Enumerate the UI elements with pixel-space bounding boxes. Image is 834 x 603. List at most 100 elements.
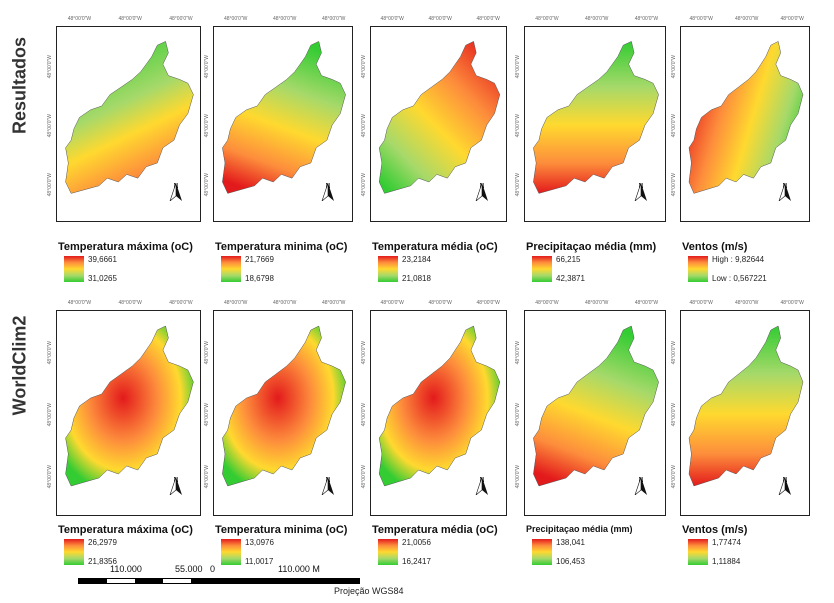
legend-color-ramp [64,256,84,282]
map-panel: N [213,26,353,222]
coordinate-tick-label: 48°00'0"W [671,464,677,488]
legend-high-value: High : 9,82644 [712,255,765,264]
coordinate-tick-label: 48°00'0"W [169,16,193,22]
coordinate-tick-label: 48°00'0"W [204,402,210,427]
legend-title: Temperatura média (oC) [372,241,498,253]
coordinate-tick-label: 48°00'0"W [515,55,521,79]
legend-color-ramp [221,539,241,565]
coordinate-tick-label: 48°00'0"W [204,173,210,197]
legend-high-value: 1,77474 [712,538,741,547]
legend-low-value: 21,8356 [88,557,117,566]
map-panel: N [524,310,666,516]
legend-title: Temperatura máxima (oC) [58,241,193,253]
map-panel: N [56,26,201,222]
study-area-polygon [688,325,804,487]
coordinate-tick-label: 48°00'0"W [47,464,53,488]
coordinate-tick-label: 48°00'0"W [224,300,248,306]
coordinate-tick-label: 48°00'0"W [67,300,92,306]
legend-title: Precipitaçao média (mm) [526,241,657,253]
coordinate-tick-label: 48°00'0"W [671,173,677,197]
legend-low-value: 31,0265 [88,274,117,283]
legend-color-ramp [688,539,708,565]
coordinate-tick-label: 48°00'0"W [47,55,53,79]
row-label: Resultados [9,36,30,135]
study-area-polygon [378,325,501,487]
map-panel: N [370,26,507,222]
legend-low-value: 42,3871 [556,274,585,283]
legend-high-value: 13,0976 [245,538,274,547]
coordinate-tick-label: 48°00'0"W [224,16,248,22]
coordinate-tick-label: 48°00'0"W [361,114,367,138]
coordinate-tick-label: 48°00'0"W [361,340,367,365]
north-arrow-icon: N [168,183,184,209]
legend-color-ramp [64,539,84,565]
coordinate-tick-label: 48°00'0"W [780,300,804,306]
map-panel: N [680,26,810,222]
map-panel: N [213,310,353,516]
region-map [222,41,346,194]
region-map [688,41,804,194]
coordinate-tick-label: 48°00'0"W [535,300,559,306]
coordinate-tick-label: 48°00'0"W [476,16,500,22]
legend-title: Ventos (m/s) [682,524,748,536]
north-arrow-icon: N [633,183,649,209]
coordinate-tick-label: 48°00'0"W [735,300,759,306]
legend-color-ramp [688,256,708,282]
coordinate-tick-label: 48°00'0"W [361,173,367,197]
north-arrow-shape [778,477,791,495]
coordinate-tick-label: 48°00'0"W [47,402,53,427]
study-area-polygon [222,325,346,487]
coordinate-tick-label: 48°00'0"W [671,340,677,365]
coordinate-tick-label: 48°00'0"W [515,114,521,138]
coordinate-tick-label: 48°00'0"W [361,55,367,79]
coordinate-tick-label: 48°00'0"W [735,16,759,22]
region-map [688,325,804,487]
study-area-polygon [65,41,194,194]
legend-high-value: 66,215 [556,255,581,264]
coordinate-tick-label: 48°00'0"W [689,16,713,22]
north-arrow-shape [321,477,334,495]
north-arrow-shape [634,477,647,495]
coordinate-tick-label: 48°00'0"W [322,16,346,22]
legend-color-ramp [378,256,398,282]
legend-color-ramp [532,256,552,282]
legend-high-value: 138,041 [556,538,585,547]
north-arrow-icon: N [320,183,336,209]
map-panel: N [524,26,666,222]
coordinate-tick-label: 48°00'0"W [671,114,677,138]
legend-color-ramp [221,256,241,282]
legend-color-ramp [378,539,398,565]
coordinate-tick-label: 48°00'0"W [428,16,452,22]
north-arrow-icon: N [777,183,793,209]
study-area-polygon [222,41,346,194]
coordinate-tick-label: 48°00'0"W [780,16,804,22]
north-arrow-icon: N [474,477,490,503]
coordinate-tick-label: 48°00'0"W [634,300,659,306]
legend-high-value: 26,2979 [88,538,117,547]
coordinate-tick-label: 48°00'0"W [634,16,659,22]
north-arrow-icon: N [320,477,336,503]
north-arrow-shape [778,183,791,201]
legend-low-value: 1,11884 [712,557,741,566]
coordinate-tick-label: 48°00'0"W [204,55,210,79]
legend-color-ramp [532,539,552,565]
study-area-polygon [533,325,659,487]
legend-low-value: 11,0017 [245,557,274,566]
coordinate-tick-label: 48°00'0"W [535,16,559,22]
coordinate-tick-label: 48°00'0"W [67,16,92,22]
scale-label: 110.000 [110,564,142,574]
scale-label: 55.000 [175,564,203,574]
legend-title: Ventos (m/s) [682,241,748,253]
coordinate-tick-label: 48°00'0"W [671,402,677,427]
legend-title: Temperatura máxima (oC) [58,524,193,536]
legend-low-value: 18,6798 [245,274,274,283]
coordinate-tick-label: 48°00'0"W [204,114,210,138]
north-arrow-shape [475,183,488,201]
coordinate-tick-label: 48°00'0"W [585,16,609,22]
legend-high-value: 21,7669 [245,255,274,264]
coordinate-tick-label: 48°00'0"W [476,300,500,306]
north-arrow-shape [169,477,182,495]
region-map [222,325,346,487]
coordinate-tick-label: 48°00'0"W [671,55,677,79]
coordinate-tick-label: 48°00'0"W [585,300,609,306]
